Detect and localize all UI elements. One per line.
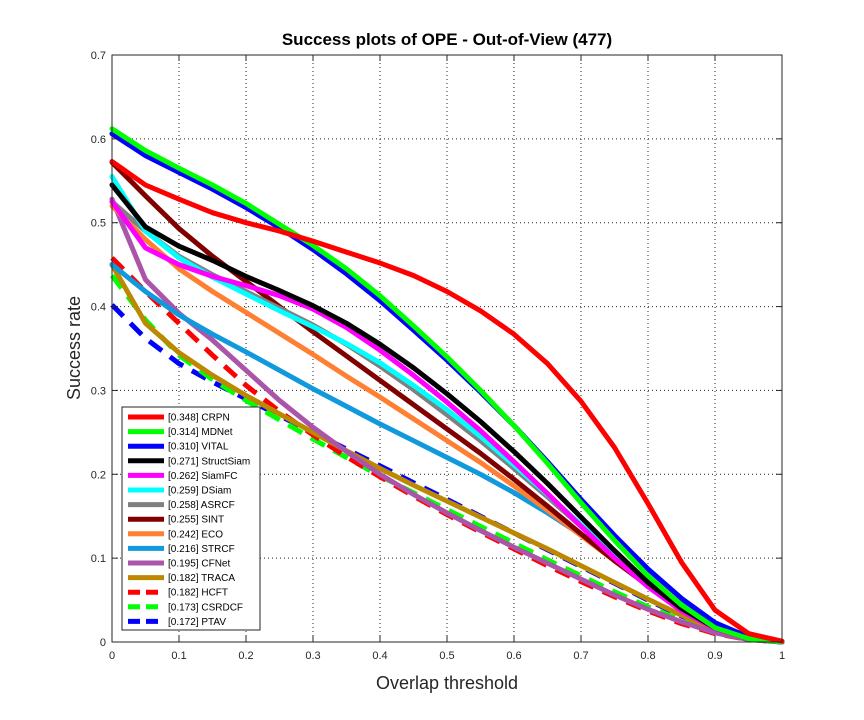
y-tick-label: 0.4 [91,302,106,314]
series-line-mdnet [109,126,785,645]
legend-label: [0.262] SiamFC [168,471,237,482]
x-tick-label: 0.1 [171,650,186,662]
legend-label: [0.242] ECO [168,529,223,540]
legend-label: [0.271] StructSiam [168,456,250,467]
legend-label: [0.195] CFNet [168,559,230,570]
x-tick-label: 0.3 [305,650,320,662]
x-tick-label: 0.9 [707,650,722,662]
legend-label: [0.259] DSiam [168,486,231,497]
legend-label: [0.182] TRACA [168,573,235,584]
x-axis-label: Overlap threshold [376,673,518,693]
x-tick-label: 0.6 [506,650,521,662]
y-tick-label: 0.6 [91,134,106,146]
x-tick-label: 0.4 [372,650,387,662]
series-line-cfnet [109,196,785,645]
legend-label: [0.314] MDNet [168,427,233,438]
legend-label: [0.258] ASRCF [168,500,235,511]
legend-label: [0.216] STRCF [168,544,235,555]
x-tick-label: 0.5 [439,650,454,662]
legend-label: [0.172] PTAV [168,617,226,628]
x-tick-label: 0.2 [238,650,253,662]
series-line-crpn [109,159,785,644]
y-tick-label: 0.1 [91,553,106,565]
x-tick-label: 0 [109,650,115,662]
legend-label: [0.173] CSRDCF [168,602,243,613]
series-line-structsiam [109,182,785,645]
y-tick-label: 0.2 [91,469,106,481]
legend-label: [0.182] HCFT [168,588,228,599]
y-tick-label: 0.3 [91,385,106,397]
legend: [0.348] CRPN [0.314] MDNet [0.310] VITAL [0… [121,406,261,631]
x-tick-label: 0.8 [640,650,655,662]
y-tick-label: 0.7 [91,50,106,62]
y-tick-label: 0 [100,637,106,649]
axis-ticks: 0 0.1 0.2 0.3 0.4 0.5 0.6 0.7 0.8 0.9 1 0 0.1 0.2 0.3 0… [91,50,785,662]
y-axis-label: Success rate [64,296,84,400]
chart-title: Success plots of OPE - Out-of-View (477) [282,30,612,49]
series-lines [109,126,785,645]
x-tick-label: 1 [779,650,785,662]
x-tick-label: 0.7 [573,650,588,662]
legend-label: [0.255] SINT [168,515,224,526]
legend-label: [0.310] VITAL [168,442,229,453]
y-tick-label: 0.5 [91,218,106,230]
legend-label: [0.348] CRPN [168,413,230,424]
series-line-traca [109,262,785,645]
